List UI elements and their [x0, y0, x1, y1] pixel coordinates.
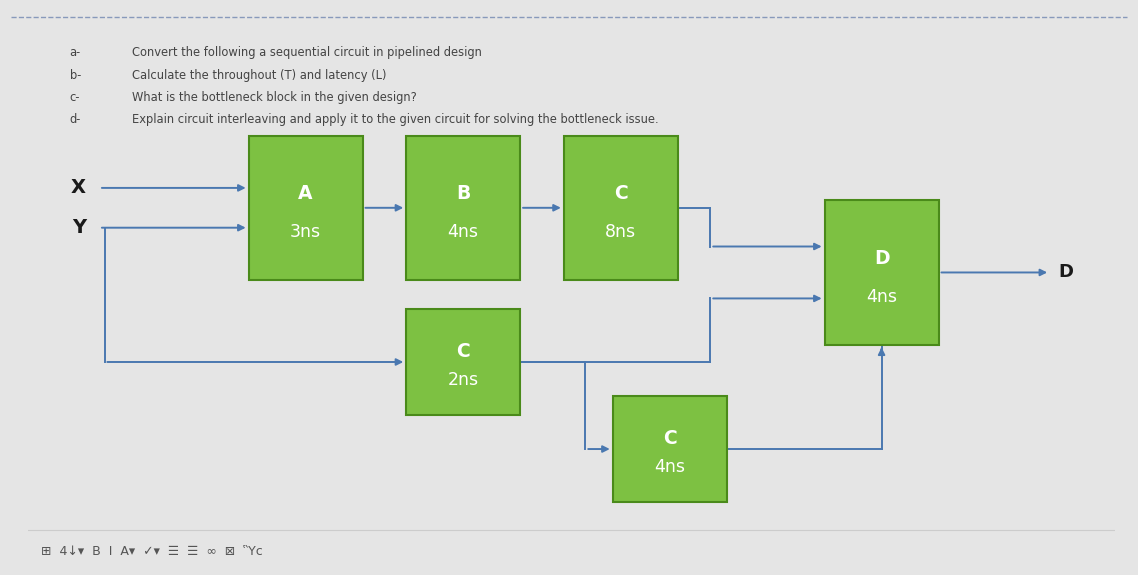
Text: A: A: [298, 184, 313, 203]
Text: X: X: [71, 178, 86, 197]
Text: B: B: [456, 184, 470, 203]
Text: C: C: [662, 429, 676, 448]
Text: 3ns: 3ns: [290, 223, 321, 241]
Text: D: D: [1058, 263, 1074, 282]
Text: 4ns: 4ns: [447, 223, 479, 241]
Bar: [612, 396, 727, 503]
Text: ⊞  4↓▾  B  I  A▾  ✓▾  ☰  ☰  ∞  ⊠  Ὓc: ⊞ 4↓▾ B I A▾ ✓▾ ☰ ☰ ∞ ⊠ Ὓc: [41, 545, 263, 558]
Text: C: C: [613, 184, 628, 203]
Text: C: C: [456, 342, 470, 361]
Text: Explain circuit interleaving and apply it to the given circuit for solving the b: Explain circuit interleaving and apply i…: [132, 113, 658, 126]
Text: b-: b-: [69, 68, 81, 82]
Text: D: D: [874, 248, 890, 267]
Bar: [248, 136, 363, 280]
Text: 2ns: 2ns: [447, 371, 479, 389]
Text: 4ns: 4ns: [654, 458, 685, 476]
Bar: [825, 200, 939, 344]
Bar: [406, 136, 520, 280]
Text: a-: a-: [69, 46, 81, 59]
Text: Calculate the throughout (T) and latency (L): Calculate the throughout (T) and latency…: [132, 68, 386, 82]
Text: 4ns: 4ns: [866, 288, 897, 306]
Bar: [406, 309, 520, 416]
Text: 8ns: 8ns: [605, 223, 636, 241]
Text: What is the bottleneck block in the given design?: What is the bottleneck block in the give…: [132, 91, 417, 104]
Text: Y: Y: [72, 218, 86, 237]
Text: c-: c-: [69, 91, 81, 104]
Text: d-: d-: [69, 113, 81, 126]
Text: Convert the following a sequential circuit in pipelined design: Convert the following a sequential circu…: [132, 46, 481, 59]
Bar: [563, 136, 678, 280]
